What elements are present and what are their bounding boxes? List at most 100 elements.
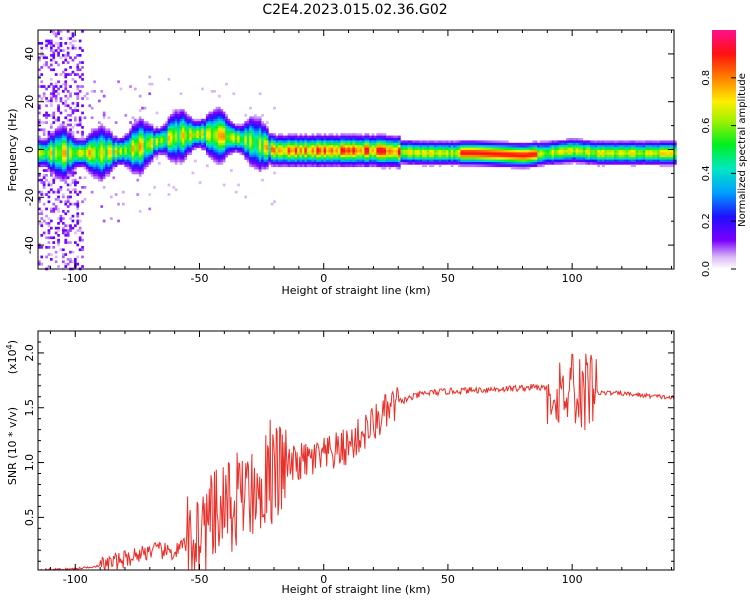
heatmap-cell [657,150,660,153]
heatmap-cell [299,150,303,153]
heatmap-cell [179,162,183,165]
heatmap-cell [669,147,672,151]
heatmap-cell [278,164,281,168]
heatmap-cell [335,150,339,153]
heatmap-cell [645,140,648,144]
heatmap-cell [345,147,348,151]
heatmap-cell [604,162,608,165]
heatmap-cell [107,116,111,120]
heatmap-cell [227,130,231,134]
heatmap-cell [150,140,154,144]
heatmap-cell [378,138,382,141]
heatmap-cell [177,145,180,148]
heatmap-cell [326,140,329,144]
heatmap-cell [254,118,257,122]
heatmap-cell [64,145,68,148]
heatmap-cell [402,147,406,151]
heatmap-cell [38,150,41,153]
heatmap-cell [330,154,334,158]
heatmap-cell [74,241,77,244]
heatmap-cell [635,145,639,148]
heatmap-cell [81,126,84,129]
heatmap-cell [210,154,214,158]
heatmap-cell [479,159,483,163]
heatmap-cell [534,164,538,168]
heatmap-cell [201,121,204,124]
heatmap-cell [407,154,411,158]
heatmap-cell [129,85,132,88]
heatmap-cell [208,135,212,139]
heatmap-cell [590,154,593,158]
heatmap-cell [261,178,264,182]
heatmap-cell [59,138,63,141]
heatmap-cell [465,150,468,153]
heatmap-cell [530,147,533,151]
heatmap-cell [42,138,46,141]
heatmap-cell [642,140,646,144]
heatmap-cell [520,154,524,158]
heatmap-cell [398,157,401,160]
heatmap-cell [664,154,668,158]
heatmap-cell [66,229,70,232]
heatmap-cell [563,152,567,156]
heatmap-cell [81,140,84,144]
heatmap-cell [465,157,468,160]
heatmap-cell [146,157,149,160]
heatmap-cell [57,138,60,141]
heatmap-cell [220,152,224,156]
heatmap-cell [635,147,639,151]
heatmap-cell [441,145,444,148]
heatmap-cell [563,159,567,163]
heatmap-cell [119,87,123,91]
heatmap-cell [376,154,380,158]
heatmap-cell [194,121,197,124]
heatmap-cell [311,164,315,168]
heatmap-cell [215,126,219,129]
heatmap-cell [196,145,200,148]
heatmap-cell [366,152,370,156]
heatmap-cell [107,133,111,136]
heatmap-cell [621,150,624,153]
heatmap-cell [100,145,104,148]
heatmap-cell [623,150,627,153]
heatmap-cell [530,157,533,160]
heatmap-cell [134,169,137,172]
heatmap-cell [208,133,212,136]
heatmap-cell [42,181,46,184]
heatmap-cell [136,118,140,122]
heatmap-cell [206,142,209,146]
heatmap-cell [314,147,317,151]
heatmap-cell [282,150,286,153]
heatmap-cell [328,140,332,144]
heatmap-cell [50,236,53,240]
heatmap-cell [249,154,252,158]
heatmap-cell [38,198,41,201]
heatmap-cell [381,166,384,170]
heatmap-cell [292,154,296,158]
heatmap-cell [165,126,168,129]
heatmap-cell [383,164,387,168]
heatmap-cell [90,171,94,175]
heatmap-cell [40,99,44,103]
heatmap-cell [472,159,476,163]
heatmap-cell [112,152,116,156]
heatmap-cell [182,135,185,139]
heatmap-cell [623,162,627,165]
heatmap-cell [40,138,44,141]
heatmap-cell [342,135,346,139]
heatmap-cell [112,159,116,163]
heatmap-cell [417,154,420,158]
heatmap-cell [261,166,264,170]
heatmap-cell [69,162,72,165]
heatmap-cell [143,147,147,151]
heatmap-cell [165,128,168,132]
heatmap-cell [575,159,579,163]
heatmap-cell [448,140,452,144]
heatmap-cell [64,150,68,153]
heatmap-cell [258,118,262,122]
heatmap-cell [453,159,456,163]
heatmap-cell [460,154,464,158]
heatmap-cell [122,159,125,163]
heatmap-cell [218,114,221,117]
heatmap-cell [376,145,380,148]
